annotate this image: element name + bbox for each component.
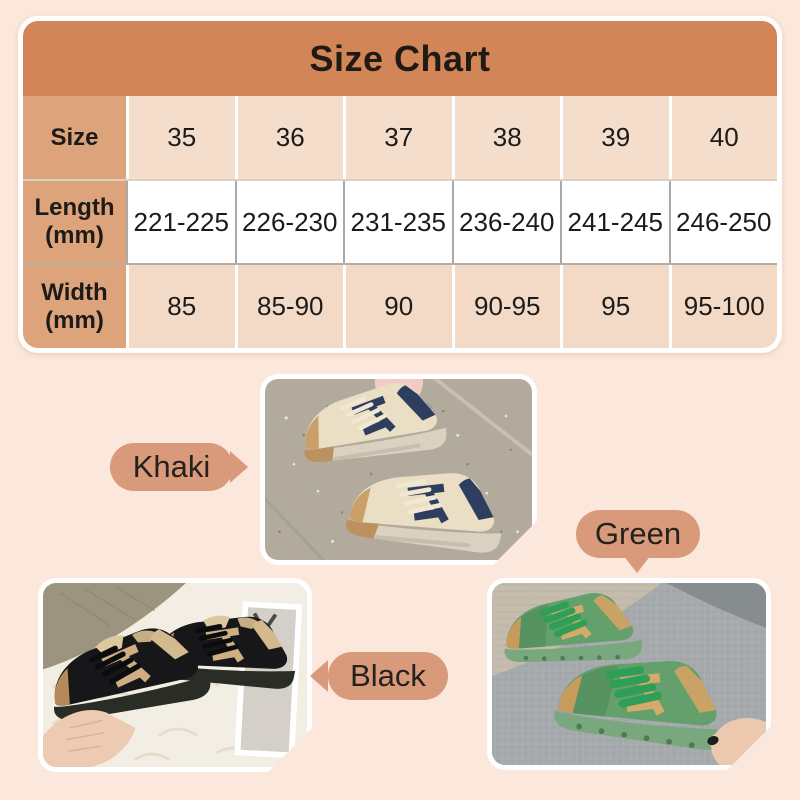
- black-variant-label: Black: [328, 652, 448, 700]
- length-row-label-line1: Length: [34, 194, 115, 222]
- table-row-size: Size 35 36 37 38 39 40: [23, 96, 777, 179]
- width-value: 95-100: [668, 265, 777, 348]
- length-row-label-line2: (mm): [45, 222, 104, 249]
- width-value: 90-95: [451, 265, 560, 348]
- green-product-photo: [487, 578, 771, 770]
- khaki-pointer-icon: [230, 451, 248, 483]
- table-row-length: Length (mm) 221-225 226-230 231-235 236-…: [23, 178, 777, 266]
- width-value: 85: [126, 265, 235, 348]
- khaki-shoes-illustration: [265, 379, 532, 560]
- size-value: 39: [560, 96, 669, 179]
- length-value: 226-230: [234, 180, 343, 264]
- hand: [43, 710, 135, 767]
- khaki-product-photo: [260, 374, 537, 565]
- size-row-label: Size: [23, 96, 126, 179]
- length-value: 221-225: [126, 180, 235, 264]
- green-shoes-illustration: [492, 583, 766, 765]
- width-row-label: Width (mm): [23, 265, 126, 348]
- length-value: 241-245: [560, 180, 669, 264]
- black-photo-frame: [43, 583, 307, 767]
- size-value: 40: [668, 96, 777, 179]
- length-value: 236-240: [451, 180, 560, 264]
- width-row-label-line2: (mm): [45, 306, 104, 334]
- green-pointer-icon: [623, 555, 651, 573]
- length-value: 231-235: [343, 180, 452, 264]
- green-photo-frame: [492, 583, 766, 765]
- sofa-back: [664, 583, 766, 628]
- table-row-width: Width (mm) 85 85-90 90 90-95 95 95-100: [23, 265, 777, 348]
- khaki-photo-frame: [265, 379, 532, 560]
- black-product-photo: [38, 578, 312, 772]
- size-value: 38: [451, 96, 560, 179]
- size-value: 36: [234, 96, 343, 179]
- size-chart-card: Size Chart Size 35 36 37 38 39 40 Length…: [18, 16, 782, 353]
- size-chart-table: Size Chart Size 35 36 37 38 39 40 Length…: [23, 21, 777, 348]
- width-row-label-line1: Width: [41, 279, 108, 307]
- black-shoes-illustration: [43, 583, 307, 767]
- length-row-label: Length (mm): [23, 180, 126, 264]
- size-value: 37: [343, 96, 452, 179]
- khaki-variant-label: Khaki: [110, 443, 233, 491]
- width-value: 90: [343, 265, 452, 348]
- width-value: 85-90: [234, 265, 343, 348]
- length-value: 246-250: [668, 180, 777, 264]
- size-chart-title: Size Chart: [23, 21, 777, 96]
- width-value: 95: [560, 265, 669, 348]
- green-variant-label: Green: [576, 510, 700, 558]
- size-value: 35: [126, 96, 235, 179]
- black-pointer-icon: [310, 660, 328, 692]
